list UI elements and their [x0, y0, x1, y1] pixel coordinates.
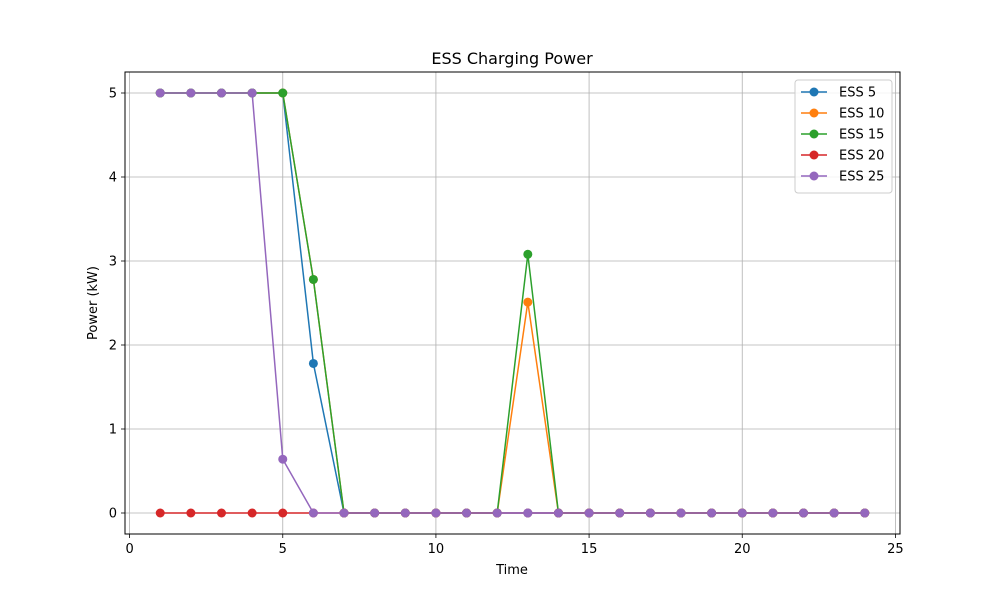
legend-entry: ESS 25 — [801, 170, 884, 185]
legend: ESS 5 ESS 10 ESS 15 ESS 20 ESS 25 — [794, 79, 893, 194]
y-tick-label: 4 — [109, 171, 117, 186]
data-point — [308, 508, 318, 518]
data-point — [400, 508, 410, 518]
legend-label: ESS 20 — [839, 149, 884, 164]
legend-box — [794, 79, 893, 194]
data-point — [768, 508, 778, 518]
data-point — [615, 508, 625, 518]
legend-marker — [809, 129, 819, 139]
plot-frame — [124, 71, 901, 535]
grid-lines — [125, 72, 900, 534]
axis-ticks: 0 5 10 15 20 25 0 1 2 3 4 5 — [109, 87, 904, 558]
series-ess-5 — [155, 88, 870, 518]
data-point — [737, 508, 747, 518]
legend-entry: ESS 15 — [801, 128, 884, 143]
data-point — [462, 508, 472, 518]
data-point — [799, 508, 809, 518]
y-tick-label: 5 — [109, 87, 117, 102]
series-ess-10 — [155, 88, 870, 518]
legend-label: ESS 15 — [839, 128, 884, 143]
y-tick-label: 3 — [109, 255, 117, 270]
legend-label: ESS 5 — [839, 86, 876, 101]
legend-entry: ESS 5 — [801, 86, 876, 101]
legend-label: ESS 10 — [839, 107, 884, 122]
data-point — [584, 508, 594, 518]
data-point — [186, 88, 196, 98]
data-point — [707, 508, 717, 518]
data-point — [247, 508, 257, 518]
data-point — [186, 508, 196, 518]
data-point — [676, 508, 686, 518]
legend-entry: ESS 10 — [801, 107, 884, 122]
data-point — [216, 508, 226, 518]
series-line — [160, 92, 865, 514]
data-point — [155, 88, 165, 98]
data-point — [523, 297, 533, 307]
data-point — [278, 454, 288, 464]
series-ess-15 — [155, 88, 870, 518]
data-point — [523, 249, 533, 259]
x-tick-label: 10 — [428, 542, 445, 557]
data-point — [278, 508, 288, 518]
y-tick-label: 0 — [109, 507, 117, 522]
y-tick-label: 2 — [109, 339, 117, 354]
data-point — [492, 508, 502, 518]
data-point — [339, 508, 349, 518]
legend-marker — [809, 108, 819, 118]
y-tick-label: 1 — [109, 423, 117, 438]
data-point — [247, 88, 257, 98]
x-tick-label: 15 — [581, 542, 598, 557]
legend-marker — [809, 150, 819, 160]
data-point — [216, 88, 226, 98]
data-point — [278, 88, 288, 98]
data-point — [553, 508, 563, 518]
series-ess-25 — [155, 88, 870, 518]
x-tick-label: 25 — [887, 542, 904, 557]
data-point — [370, 508, 380, 518]
series-line — [160, 92, 865, 514]
chart-title: ESS Charging Power — [431, 49, 593, 68]
series-line — [160, 92, 865, 514]
legend-marker — [809, 171, 819, 181]
data-point — [308, 274, 318, 284]
data-point — [645, 508, 655, 518]
data-point — [431, 508, 441, 518]
series-line — [160, 92, 865, 514]
x-axis-label: Time — [495, 563, 528, 578]
data-point — [860, 508, 870, 518]
data-point — [829, 508, 839, 518]
y-axis-label: Power (kW) — [86, 266, 101, 340]
legend-entry: ESS 20 — [801, 149, 884, 164]
data-point — [155, 508, 165, 518]
legend-label: ESS 25 — [839, 170, 884, 185]
legend-marker — [809, 87, 819, 97]
series-group — [155, 88, 870, 518]
x-tick-label: 0 — [125, 542, 133, 557]
data-point — [308, 358, 318, 368]
data-point — [523, 508, 533, 518]
x-tick-label: 20 — [734, 542, 751, 557]
x-tick-label: 5 — [279, 542, 287, 557]
